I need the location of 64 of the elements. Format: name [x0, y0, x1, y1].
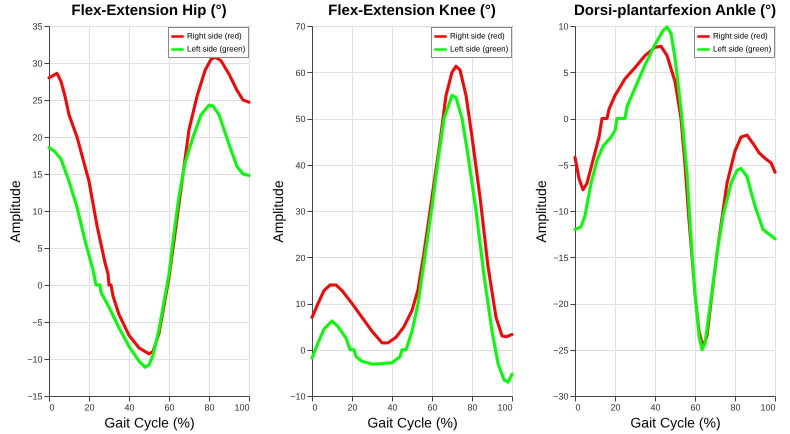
y-tick-label: −10	[553, 206, 568, 216]
chart-title: Flex-Extension Knee (°)	[328, 2, 496, 19]
x-tick-label: 100	[497, 402, 512, 412]
y-tick-label: 25	[32, 96, 42, 106]
x-tick-label: 40	[650, 402, 661, 412]
x-tick-label: 20	[84, 402, 95, 412]
y-tick-label: −25	[553, 345, 568, 356]
y-tick-label: 30	[295, 206, 306, 216]
x-tick-label: 20	[610, 402, 621, 412]
y-tick-label: 30	[32, 58, 42, 68]
y-tick-label: 60	[295, 68, 306, 78]
y-tick-label: 0	[563, 114, 568, 124]
x-tick-label: 40	[387, 402, 398, 412]
y-axis-title: Amplitude	[270, 180, 286, 243]
y-tick-label: 40	[295, 160, 306, 170]
x-tick-label: 80	[730, 402, 741, 412]
y-tick-label: 5	[563, 68, 568, 78]
y-axis-title: Amplitude	[7, 180, 24, 243]
y-tick-label: 35	[32, 22, 42, 32]
x-tick-label: 20	[347, 402, 358, 412]
y-axis-title: Amplitude	[533, 180, 550, 243]
legend-label: Right side (red)	[450, 32, 506, 40]
legend-label: Right side (red)	[187, 32, 242, 40]
y-tick-label: 0	[300, 345, 306, 356]
x-tick-label: 60	[164, 402, 175, 412]
legend-label: Right side (red)	[713, 32, 768, 40]
x-tick-label: 60	[427, 402, 438, 412]
y-tick-label: 20	[295, 252, 306, 263]
y-tick-label: 20	[32, 132, 42, 142]
y-tick-label: −10	[27, 354, 42, 364]
x-tick-label: 80	[467, 402, 478, 412]
legend-label: Left side (green)	[187, 44, 246, 54]
legend-label: Left side (green)	[450, 44, 509, 54]
y-tick-label: 15	[32, 170, 42, 180]
chart-title: Flex-Extension Hip (°)	[71, 2, 227, 19]
y-tick-label: −20	[553, 299, 568, 309]
y-tick-label: 5	[37, 244, 42, 254]
y-tick-label: −15	[553, 252, 568, 263]
line-series	[310, 94, 514, 384]
y-tick-label: −5	[32, 318, 42, 328]
x-axis-title: Gait Cycle (%)	[104, 414, 195, 430]
y-tick-label: 50	[295, 114, 306, 124]
x-tick-label: 40	[124, 402, 135, 412]
x-tick-label: 100	[234, 402, 250, 412]
y-tick-label: −15	[27, 392, 42, 402]
x-tick-label: 0	[576, 402, 581, 412]
x-axis-title: Gait Cycle (%)	[630, 414, 721, 430]
x-tick-label: 60	[690, 402, 701, 412]
x-tick-label: 0	[312, 402, 318, 412]
chart-title: Dorsi-plantarfexion Ankle (°)	[574, 2, 776, 19]
y-tick-label: 10	[295, 299, 306, 309]
y-tick-label: −30	[553, 392, 568, 402]
y-tick-label: −10	[290, 392, 306, 402]
y-tick-label: 10	[558, 22, 568, 32]
y-tick-label: −5	[558, 160, 568, 170]
line-series	[48, 104, 250, 369]
x-axis-title: Gait Cycle (%)	[367, 414, 458, 430]
y-tick-label: 70	[295, 22, 306, 32]
y-tick-label: 10	[32, 206, 42, 216]
legend-label: Left side (green)	[713, 44, 772, 54]
x-tick-label: 80	[204, 402, 215, 412]
x-tick-label: 0	[50, 402, 55, 412]
x-tick-label: 100	[760, 402, 776, 412]
y-tick-label: 0	[37, 280, 42, 290]
